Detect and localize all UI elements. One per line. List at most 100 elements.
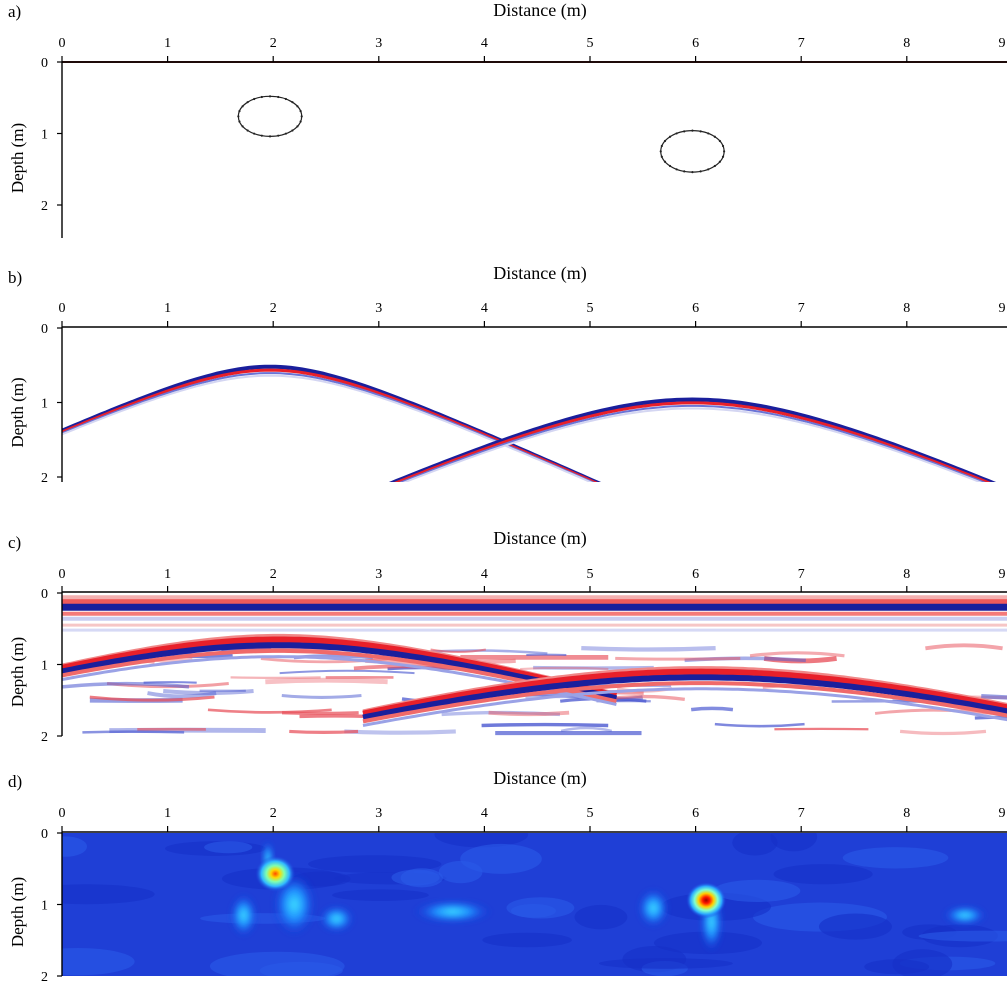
y-axis-label: Depth (m)	[8, 877, 27, 947]
x-tick-label: 0	[59, 36, 66, 51]
object-node	[660, 155, 663, 158]
x-axis-label: Distance (m)	[493, 263, 586, 284]
clutter-reflection	[581, 645, 716, 652]
object-node	[238, 120, 241, 123]
object-node	[300, 115, 303, 118]
radargram	[62, 593, 1007, 736]
clutter-reflection	[560, 726, 613, 733]
x-tick-label: 9	[999, 36, 1006, 51]
object-node	[675, 168, 678, 171]
hyperbola-1	[62, 642, 618, 702]
object-node	[691, 171, 694, 174]
panel-a: 0 1 2 3 4 5 6 7 8 9 0 1 2 a) Distance (m) Depth (m)	[8, 0, 1007, 238]
object-node	[296, 105, 299, 108]
texture-blob	[434, 833, 529, 848]
object-node	[268, 95, 272, 98]
x-tick-label: 3	[375, 301, 382, 316]
texture-blob	[510, 903, 557, 918]
axes: 0 1 2 3 4 5 6 7 8 9 0 1 2 b) Distance (m) Depth (m)	[8, 263, 1007, 486]
texture-blob	[574, 904, 628, 930]
object-node	[713, 164, 716, 168]
y-tick-label: 1	[41, 659, 48, 674]
object-node	[291, 101, 294, 104]
panel-label: a)	[8, 2, 21, 21]
object-node	[675, 132, 678, 135]
texture-blob	[62, 947, 135, 976]
clutter-reflection	[281, 711, 359, 716]
texture-blob	[482, 932, 572, 948]
texture-blob	[332, 889, 429, 901]
axes: 0 1 2 3 4 5 6 7 8 9 0 1 2 c) Distance (m) Depth (m)	[8, 528, 1007, 745]
object-node	[668, 135, 672, 138]
clutter-reflection	[207, 708, 332, 714]
clutter-reflection	[289, 729, 359, 734]
hyperbola-2	[362, 687, 1007, 727]
hyperbola-2	[362, 681, 1007, 724]
object-node	[237, 115, 240, 118]
object-layer	[237, 95, 726, 174]
texture-blob	[818, 913, 892, 940]
object-node	[721, 144, 725, 148]
x-tick-label: 4	[481, 36, 488, 51]
x-tick-label: 5	[587, 36, 594, 51]
clutter-reflection	[981, 694, 1007, 700]
texture-blob	[598, 958, 733, 969]
object-node	[721, 155, 725, 158]
hyperbola-1	[62, 368, 598, 482]
x-tick-label: 7	[798, 36, 805, 51]
object-node	[260, 134, 263, 137]
y-tick-label: 0	[41, 322, 48, 337]
texture-blob	[770, 833, 818, 852]
y-tick-label: 1	[41, 899, 48, 914]
x-tick-label: 4	[481, 301, 488, 316]
y-tick-label: 0	[41, 56, 48, 71]
object-node	[296, 125, 299, 128]
object-node	[253, 97, 256, 101]
x-tick-label: 8	[903, 301, 910, 316]
y-tick-label: 2	[41, 730, 48, 745]
texture-blob	[918, 930, 1007, 942]
x-tick-label: 6	[692, 36, 699, 51]
focal-point-2	[686, 882, 727, 919]
hyperbola-1	[62, 655, 617, 706]
hyperbola-2	[362, 674, 1007, 721]
clutter-reflection	[899, 729, 987, 736]
y-tick-label: 2	[41, 970, 48, 983]
texture-blob	[204, 841, 253, 854]
object-node	[707, 132, 710, 135]
y-axis-label: Depth (m)	[8, 123, 27, 193]
texture-blob	[732, 833, 778, 856]
clutter-reflection	[89, 695, 215, 702]
object-node	[718, 160, 721, 163]
x-tick-label: 1	[164, 36, 171, 51]
y-tick-label: 2	[41, 471, 48, 486]
object-node	[299, 120, 302, 123]
clutter-reflection	[260, 657, 388, 664]
radargram	[62, 328, 1007, 482]
object-node	[246, 129, 249, 132]
clutter-reflection	[488, 710, 570, 717]
clutter-reflection	[925, 643, 1003, 651]
object-node	[660, 144, 663, 148]
clutter-reflection	[344, 729, 456, 735]
x-tick-label: 3	[375, 806, 382, 821]
x-tick-label: 2	[270, 36, 277, 51]
object-node	[277, 134, 280, 137]
object-node	[238, 110, 241, 113]
object-node	[699, 170, 702, 173]
x-tick-label: 8	[903, 36, 910, 51]
energy-plume	[229, 893, 258, 938]
x-tick-label: 3	[375, 567, 382, 582]
energy-plume	[318, 904, 355, 933]
texture-blob	[713, 879, 801, 902]
x-tick-label: 0	[59, 806, 66, 821]
texture-blob	[62, 884, 155, 905]
panel-label: b)	[8, 268, 22, 287]
x-tick-label: 5	[587, 806, 594, 821]
x-tick-label: 2	[270, 567, 277, 582]
object-node	[723, 150, 726, 153]
clutter-reflection	[763, 655, 837, 664]
x-tick-label: 6	[692, 567, 699, 582]
texture-blob	[308, 855, 442, 873]
